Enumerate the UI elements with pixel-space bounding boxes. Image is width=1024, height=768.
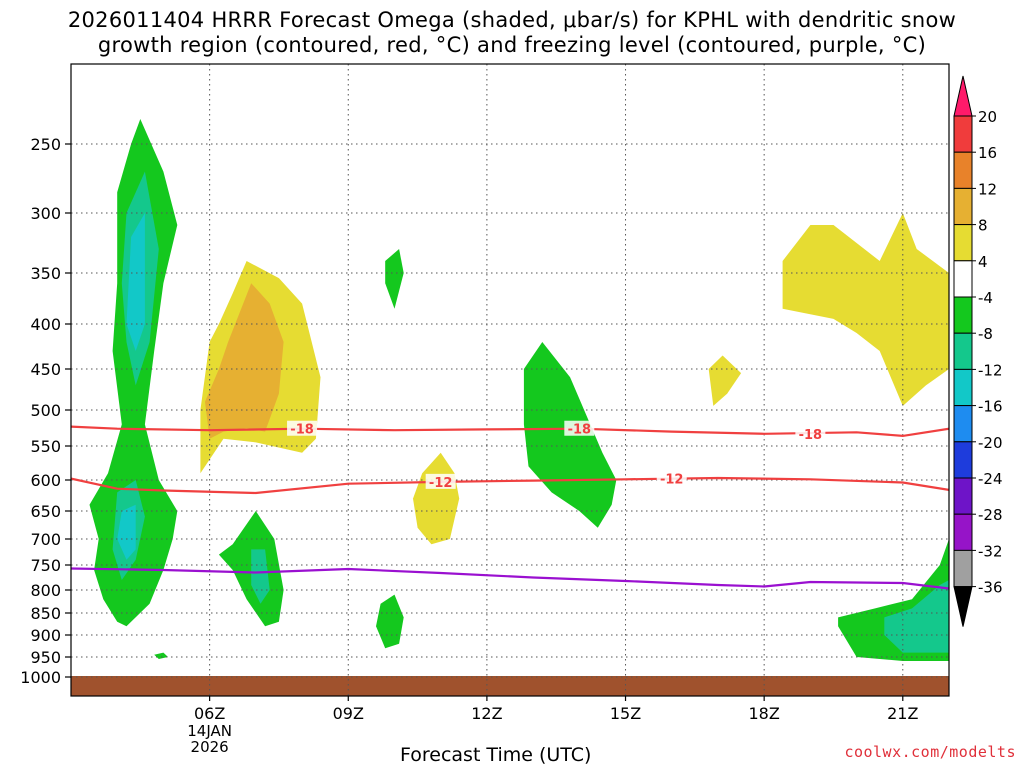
omega-minus4-d [385, 249, 404, 309]
omega-shading-layer [89, 40, 949, 661]
colorbar-segment [953, 513, 973, 551]
colorbar-label: -24 [978, 470, 1003, 488]
x-tick-label: 09Z [333, 704, 364, 723]
y-tick-label: 900 [30, 626, 61, 645]
omega-minus4-f [376, 594, 404, 649]
omega-plus4-d [782, 213, 949, 406]
colorbar-label: 12 [978, 180, 997, 198]
colorbar-label: 16 [978, 144, 997, 162]
chart-title-line-1: 2026011404 HRRR Forecast Omega (shaded, … [67, 8, 957, 32]
colorbar-label: 8 [978, 217, 988, 235]
y-tick-label: 700 [30, 530, 61, 549]
y-tick-label: 1000 [20, 668, 61, 687]
omega-minus4-b [154, 652, 168, 659]
colorbar-label: -8 [978, 325, 993, 343]
y-tick-label: 600 [30, 471, 61, 490]
omega-minus12-a [126, 213, 145, 351]
colorbar-label: 4 [978, 253, 988, 271]
colorbar-segment [953, 441, 973, 479]
y-tick-label: 800 [30, 581, 61, 600]
x-tick-label: 15Z [610, 704, 641, 723]
x-tick-year: 2026 [191, 738, 229, 756]
contour-label: -18 [290, 423, 314, 438]
contour-label: -12 [660, 473, 684, 488]
y-tick-label: 400 [30, 315, 61, 334]
axis-layer: 250 300 350 400 450 500 550 600 650 700 750 800 850 9… [20, 135, 918, 756]
plot-frame [70, 63, 950, 697]
contour-label-bg [425, 473, 456, 489]
y-tick-label: 500 [30, 401, 61, 420]
colorbar-segment [953, 187, 973, 226]
y-tick-label: 850 [30, 604, 61, 623]
x-tick-label: 21Z [887, 704, 918, 723]
omega-plus4-b [413, 452, 460, 545]
contour-label: -18 [799, 428, 823, 443]
colorbar-top-arrow [953, 75, 973, 117]
colorbar-segment [953, 151, 973, 189]
colorbar-label: 20 [978, 108, 997, 126]
colorbar-label: -12 [978, 361, 1003, 379]
contour-layer: -18 -18 -18 -12 -12 [71, 420, 949, 590]
y-tick-label: 450 [30, 360, 61, 379]
colorbar-segment [953, 260, 973, 298]
colorbar-segment [953, 115, 973, 153]
ground-bar [71, 676, 949, 696]
y-tick-label: 300 [30, 204, 61, 223]
colorbar-segment [953, 405, 973, 443]
x-tick-date: 14JAN [187, 722, 232, 740]
colorbar: 20 16 12 8 4 -4 -8 -12 -16 -20 -24 -28 -32 -36 [953, 75, 1003, 627]
x-tick-label: 06Z [194, 704, 225, 723]
colorbar-segment [953, 549, 973, 588]
dgz-upper-contour [71, 425, 949, 438]
x-tick-label: 18Z [748, 704, 779, 723]
colorbar-segment [953, 332, 973, 370]
site-credit: coolwx.com/modelts [844, 743, 1016, 761]
contour-label: -18 [568, 423, 592, 438]
y-tick-label: 550 [30, 437, 61, 456]
x-axis-label: Forecast Time (UTC) [400, 744, 592, 766]
y-tick-label: 950 [30, 648, 61, 667]
contour-label-bg [656, 470, 687, 486]
grid-layer [71, 64, 949, 696]
omega-minus4-g [450, 40, 487, 61]
y-tick-label: 750 [30, 556, 61, 575]
omega-minus8-h [884, 580, 949, 653]
contour-label-bg [795, 425, 826, 441]
colorbar-label: -28 [978, 506, 1003, 524]
y-tick-label: 650 [30, 502, 61, 521]
omega-plus4-c [708, 355, 742, 406]
omega-minus12-b [117, 504, 136, 560]
colorbar-bottom-arrow [953, 586, 973, 627]
x-tick-label: 12Z [471, 704, 502, 723]
omega-minus8-c [251, 549, 270, 604]
colorbar-label: -20 [978, 434, 1003, 452]
y-tick-label: 250 [30, 135, 61, 154]
contour-label: -12 [429, 476, 453, 491]
chart-title-line-2: growth region (contoured, red, °C) and f… [97, 33, 927, 57]
freezing-level-contour [71, 567, 949, 590]
colorbar-segment [953, 296, 973, 334]
dgz-lower-contour [71, 476, 949, 495]
colorbar-segment [953, 477, 973, 515]
y-tick-label: 350 [30, 264, 61, 283]
colorbar-label: -36 [978, 579, 1003, 597]
contour-label-bg [564, 420, 595, 436]
contour-label-bg [287, 420, 318, 436]
ground-layer [71, 676, 949, 696]
colorbar-label: -4 [978, 289, 993, 307]
colorbar-label: -16 [978, 398, 1003, 416]
colorbar-segment [953, 368, 973, 407]
colorbar-segment [953, 224, 973, 262]
colorbar-label: -32 [978, 542, 1003, 560]
omega-plus8-a [205, 283, 284, 439]
